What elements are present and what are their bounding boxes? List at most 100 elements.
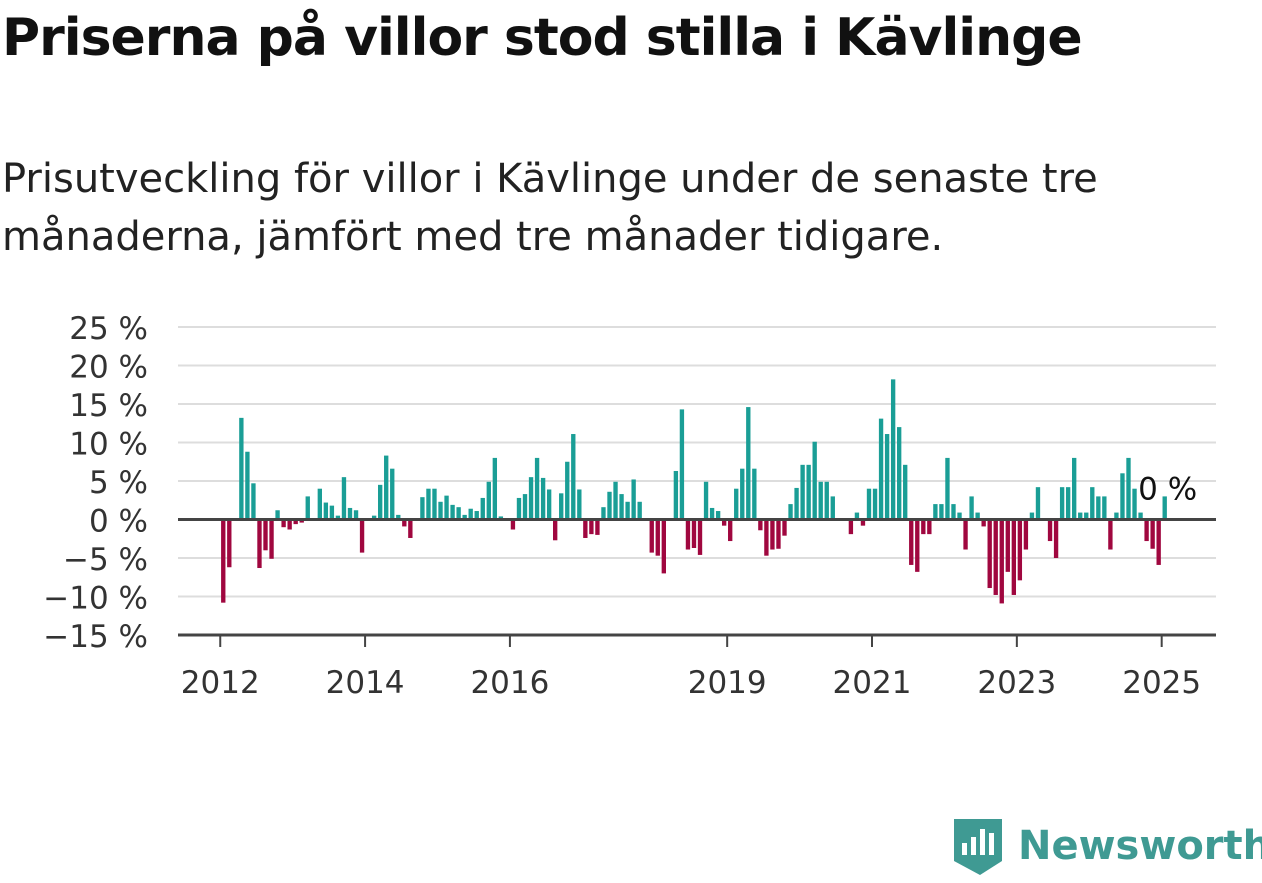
bar <box>595 519 600 535</box>
bar <box>462 514 467 520</box>
bar <box>390 468 395 520</box>
bar <box>957 512 962 520</box>
bar <box>975 512 980 520</box>
bar <box>251 483 256 520</box>
bar <box>734 488 739 520</box>
bar <box>371 515 377 520</box>
bar <box>709 507 715 520</box>
bar <box>335 515 341 520</box>
bar <box>559 493 564 520</box>
newsworthy-logo: Newsworthy <box>950 815 1262 879</box>
bar <box>577 489 582 520</box>
bar <box>498 516 504 520</box>
bar <box>1126 457 1131 520</box>
bar <box>721 519 727 526</box>
bar <box>951 504 956 520</box>
bar <box>378 484 383 520</box>
bar <box>1053 519 1059 558</box>
bar <box>341 477 347 520</box>
bar <box>1047 519 1053 542</box>
bar <box>384 455 389 520</box>
bar <box>534 457 540 520</box>
bar <box>764 519 769 556</box>
bar <box>740 468 745 520</box>
bar <box>239 417 244 520</box>
y-tick-label: −5 % <box>63 542 148 578</box>
bar <box>824 481 829 520</box>
bar <box>1017 519 1023 581</box>
bar <box>619 494 624 520</box>
bar <box>903 464 908 520</box>
bar <box>1078 512 1083 520</box>
bar <box>480 497 485 520</box>
bar <box>788 504 793 520</box>
bar <box>221 519 226 603</box>
bar <box>1072 457 1077 520</box>
bar <box>631 479 636 520</box>
x-tick-label: 2014 <box>326 665 405 701</box>
x-tick-label: 2016 <box>470 665 549 701</box>
bar <box>546 489 552 520</box>
bar <box>589 519 594 535</box>
bar <box>1108 519 1113 550</box>
bar <box>1120 473 1125 520</box>
bar <box>878 418 884 520</box>
bar <box>1114 512 1119 520</box>
bar <box>613 481 618 520</box>
bar <box>890 379 896 520</box>
bar <box>794 487 799 520</box>
bar <box>866 488 872 520</box>
bar <box>565 461 570 520</box>
bar <box>818 481 823 520</box>
bar <box>257 519 262 569</box>
bar <box>528 477 534 520</box>
bar <box>1132 488 1137 520</box>
bar <box>1150 519 1155 549</box>
bar <box>770 519 775 550</box>
x-tick-label: 2023 <box>977 665 1056 701</box>
bar <box>782 519 787 536</box>
bar <box>679 409 685 520</box>
bar <box>426 488 431 520</box>
y-tick-label: −10 % <box>43 581 148 617</box>
bar <box>486 481 491 520</box>
bar <box>897 427 902 520</box>
bar <box>993 519 998 595</box>
bar <box>516 497 522 520</box>
bar <box>299 519 304 523</box>
bar <box>939 504 944 520</box>
bar <box>432 488 437 520</box>
bar <box>474 511 479 520</box>
bar <box>800 464 805 520</box>
y-tick-label: 5 % <box>89 465 148 501</box>
bar <box>607 491 612 520</box>
bar <box>673 470 679 520</box>
bar <box>1035 487 1041 520</box>
bar <box>510 519 516 530</box>
bar <box>806 464 811 520</box>
bar <box>697 519 703 555</box>
bar <box>963 519 968 550</box>
bar <box>402 519 407 527</box>
bar <box>456 507 461 520</box>
bar <box>1138 512 1143 520</box>
chart-subtitle: Prisutveckling för villor i Kävlinge und… <box>2 156 1098 260</box>
bar <box>420 497 425 520</box>
bar <box>715 511 721 520</box>
bar <box>649 519 654 553</box>
bar <box>909 519 914 565</box>
bar <box>269 519 274 559</box>
bar <box>281 519 286 528</box>
y-tick-label: 10 % <box>69 427 148 463</box>
bar <box>553 519 558 541</box>
bar <box>305 496 310 520</box>
x-tick-label: 2021 <box>833 665 912 701</box>
bar <box>915 519 920 572</box>
bar <box>1162 496 1167 520</box>
y-tick-label: 15 % <box>69 388 148 424</box>
bar <box>999 519 1004 604</box>
x-tick-label: 2019 <box>688 665 767 701</box>
bar <box>293 519 298 525</box>
last-value-label: 0 % <box>1138 472 1197 508</box>
bar <box>854 512 860 520</box>
